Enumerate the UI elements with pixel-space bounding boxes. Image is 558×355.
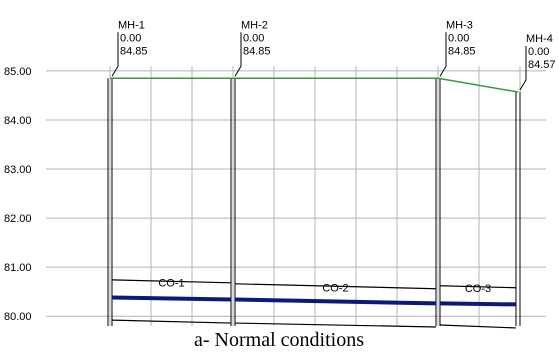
conduit-invert [111, 319, 232, 324]
figure-caption: a- Normal conditions [194, 329, 364, 351]
conduit-label: CO-1 [158, 277, 184, 289]
manhole-name-label: MH-3 [446, 19, 473, 31]
y-tick-label: 85.00 [4, 66, 32, 78]
manhole-leader [234, 32, 242, 77]
manhole-station-label: 0.00 [243, 32, 264, 44]
manhole-leader [519, 46, 527, 91]
manhole-name-label: MH-4 [526, 33, 553, 45]
water-surface [111, 295, 232, 302]
y-tick-label: 84.00 [4, 115, 32, 127]
conduit-label: CO-2 [322, 282, 348, 294]
conduit-crown [111, 279, 232, 284]
manhole-elevation-label: 84.85 [120, 45, 148, 57]
manhole-name-label: MH-2 [241, 19, 268, 31]
manhole-elevation-label: 84.57 [528, 59, 556, 71]
conduit-label: CO-3 [465, 283, 491, 295]
conduit-crown [234, 283, 437, 290]
manhole-station-label: 0.00 [528, 46, 549, 58]
water-surface [439, 301, 517, 307]
manhole-elevation-label: 84.85 [448, 45, 476, 57]
manhole-station-label: 0.00 [120, 32, 141, 44]
y-tick-label: 83.00 [4, 164, 32, 176]
water-surface [234, 297, 437, 306]
manhole-elevation-label: 84.85 [243, 45, 271, 57]
conduit-invert [234, 322, 437, 328]
manhole-name-label: MH-1 [118, 19, 145, 31]
conduit-crown [439, 285, 517, 289]
manhole-leader [439, 32, 447, 77]
y-tick-label: 81.00 [4, 262, 32, 274]
y-tick-label: 80.00 [4, 311, 32, 323]
conduit-invert [439, 324, 517, 329]
manhole-station-label: 0.00 [448, 32, 469, 44]
y-tick-label: 82.00 [4, 213, 32, 225]
manhole-leader [111, 32, 119, 77]
ground-line [110, 77, 519, 93]
